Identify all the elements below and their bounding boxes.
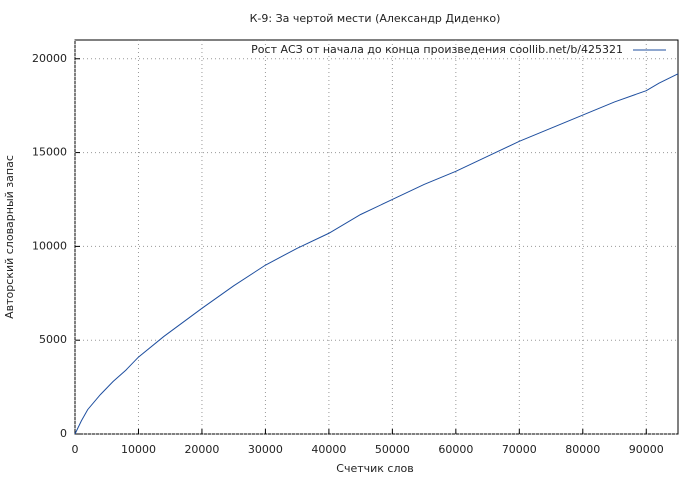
x-tick-label: 20000	[184, 443, 219, 456]
x-tick-label: 30000	[248, 443, 283, 456]
x-tick-label: 10000	[121, 443, 156, 456]
y-tick-label: 20000	[32, 52, 67, 65]
x-tick-label: 80000	[565, 443, 600, 456]
y-tick-label: 5000	[39, 333, 67, 346]
plot-frame	[74, 39, 679, 435]
x-tick-label: 50000	[375, 443, 410, 456]
x-tick-label: 60000	[438, 443, 473, 456]
x-tick-label: 40000	[311, 443, 346, 456]
x-axis-label: Счетчик слов	[336, 462, 413, 475]
x-tick-label: 70000	[502, 443, 537, 456]
data-line	[74, 73, 679, 435]
y-tick-label: 0	[60, 427, 67, 440]
x-tick-label: 0	[72, 443, 79, 456]
chart-title: К-9: За чертой мести (Александр Диденко)	[250, 12, 501, 25]
y-tick-label: 15000	[32, 146, 67, 159]
x-tick-label: 90000	[629, 443, 664, 456]
legend-label: Рост АСЗ от начала до конца произведения…	[251, 43, 623, 56]
y-axis-label: Авторский словарный запас	[3, 155, 16, 319]
y-tick-label: 10000	[32, 239, 67, 252]
